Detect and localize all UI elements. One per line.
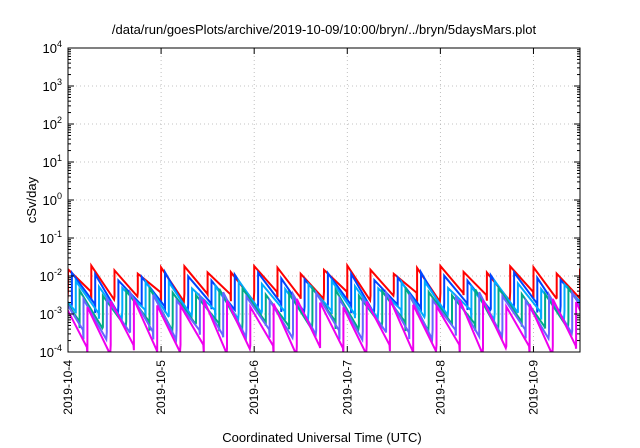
- y-tick-label: 103: [43, 77, 62, 94]
- x-tick-label: 2019-10-8: [433, 360, 447, 415]
- series-line: [68, 288, 580, 344]
- x-tick-label: 2019-10-5: [154, 360, 168, 415]
- series-layer: [68, 262, 580, 352]
- y-tick-label: 10-3: [40, 305, 62, 322]
- x-tick-label: 2019-10-4: [61, 360, 75, 415]
- ticks: 10-4 10-3 10-2 10-1 100 101 102 103 104 2019-10-4…: [40, 39, 580, 415]
- y-tick-label: 10-4: [40, 343, 62, 360]
- y-tick-label: 104: [43, 39, 62, 56]
- y-tick-label: 100: [43, 191, 62, 208]
- x-tick-label: 2019-10-6: [247, 360, 261, 415]
- chart-title: /data/run/goesPlots/archive/2019-10-09/1…: [112, 22, 537, 37]
- y-tick-label: 10-1: [40, 229, 62, 246]
- series-line: [68, 298, 580, 352]
- y-tick-label: 10-2: [40, 267, 62, 284]
- x-tick-label: 2019-10-7: [340, 360, 354, 415]
- y-tick-label: 102: [43, 115, 62, 132]
- x-axis-label: Coordinated Universal Time (UTC): [222, 430, 421, 445]
- series-line: [68, 262, 580, 305]
- y-tick-label: 101: [43, 153, 62, 170]
- x-tick-label: 2019-10-9: [526, 360, 540, 415]
- y-axis-label: cSv/day: [24, 176, 39, 223]
